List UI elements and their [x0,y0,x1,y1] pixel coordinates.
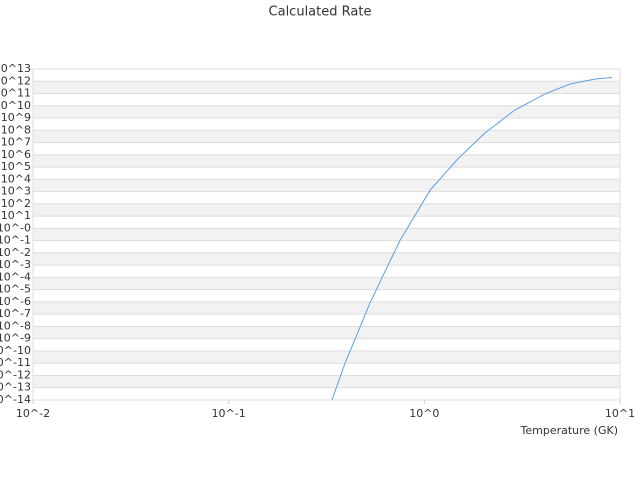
y-tick-label: 10^11 [0,87,31,100]
y-tick-label: 10^-2 [0,246,31,259]
y-tick-label: 10^-7 [0,307,31,320]
y-tick-label: 10^-14 [0,393,31,406]
x-tick-label: 10^-2 [16,407,50,420]
y-tick-label: 10^5 [1,160,31,173]
band [33,375,620,388]
plot-frame [32,68,621,401]
y-tick-label: 10^8 [1,123,31,136]
y-tick-label: 10^13 [0,62,31,75]
y-tick-label: 10^1 [1,209,31,222]
band [33,105,620,119]
band [33,277,620,290]
band [33,326,620,339]
y-tick-label: 10^-8 [0,319,31,332]
y-tick-label: 10^12 [0,74,31,87]
plot-background [33,81,620,388]
band [33,350,620,364]
y-tick-label: 10^6 [1,148,31,161]
x-tick-label: 10^1 [605,407,635,420]
band [33,179,620,192]
y-tick-label: 10^2 [1,197,31,210]
band [33,252,620,266]
band [33,228,620,241]
band [33,203,620,217]
y-tick-label: 10^-5 [0,283,31,296]
y-tick-label: 10^-12 [0,368,31,381]
y-tick-label: 10^7 [1,136,31,149]
y-tick-label: 10^-6 [0,295,31,308]
band [33,154,620,168]
y-tick-label: 10^10 [0,99,31,112]
band [33,130,620,143]
y-tick-label: 10^-10 [0,344,31,357]
y-tick-label: 10^-4 [0,270,31,283]
y-tick-label: 10^9 [1,111,31,124]
y-tick-label: 10^-1 [0,234,31,247]
y-tick-label: 10^-13 [0,381,31,394]
x-tick-label: 10^-1 [212,407,246,420]
y-tick-label: 10^-3 [0,258,31,271]
rate-line [331,77,613,401]
y-tick-label: 10^3 [1,185,31,198]
chart-title: Calculated Rate [269,5,372,20]
y-tick-label: 10^4 [1,172,31,185]
x-tick-label: 10^0 [409,407,439,420]
band [33,301,620,315]
y-tick-label: 10^-9 [0,332,31,345]
y-tick-label: 10^-0 [0,221,31,234]
y-tick-label: 10^-11 [0,356,31,369]
x-axis-label: Temperature (GK) [520,424,619,437]
band [33,81,620,94]
